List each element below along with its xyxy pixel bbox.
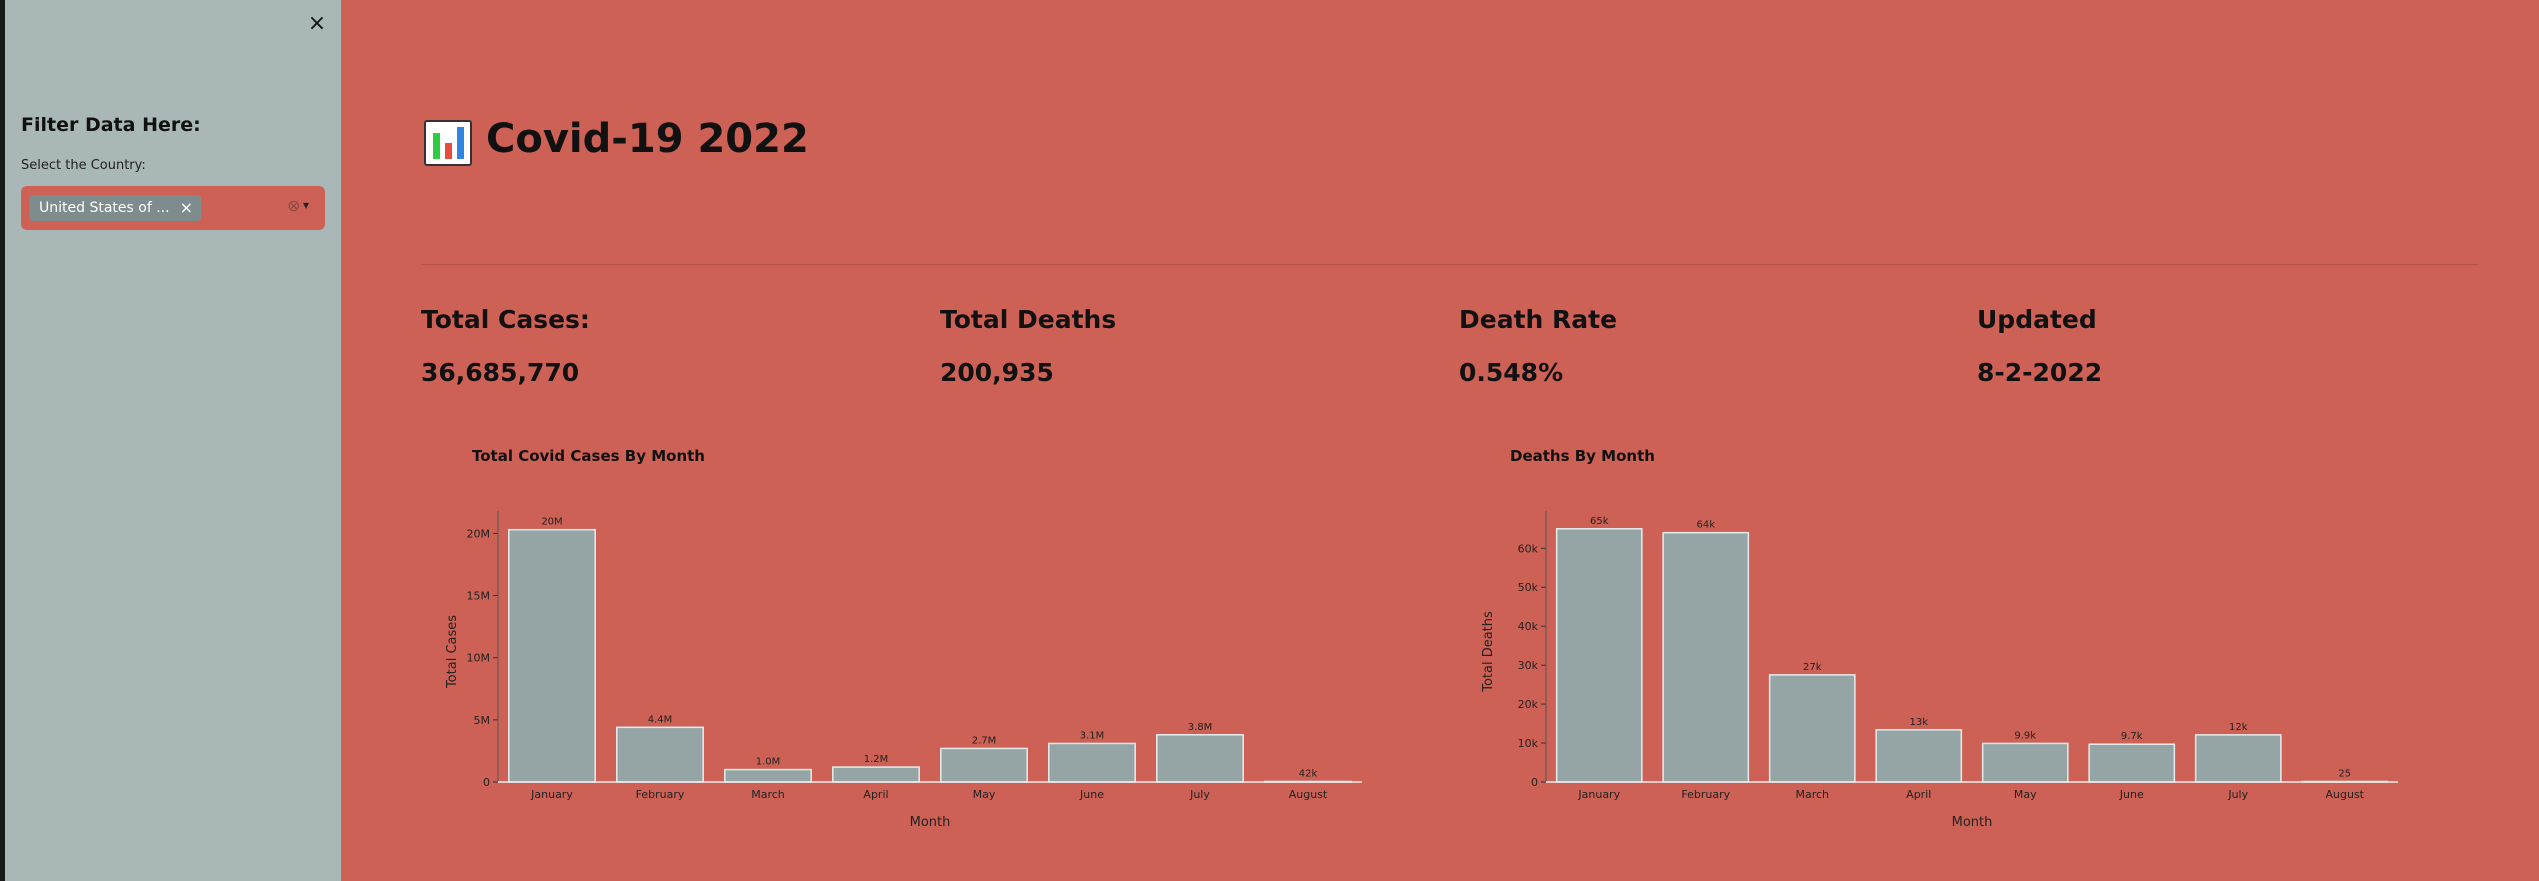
bar-data-label: 1.0M — [756, 757, 781, 768]
y-tick-label: 60k — [1518, 542, 1539, 555]
x-tick-label: April — [863, 788, 888, 801]
bar-data-label: 3.8M — [1188, 722, 1213, 733]
y-tick-label: 10k — [1518, 737, 1539, 750]
y-tick-label: 40k — [1518, 620, 1539, 633]
bar-may — [940, 747, 1028, 783]
bar-april — [1875, 729, 1963, 783]
filter-title: Filter Data Here: — [21, 114, 201, 136]
clear-selection-icon[interactable]: ⊗ — [287, 196, 301, 215]
metric-value: 0.548% — [1459, 358, 1564, 387]
metric-value: 8-2-2022 — [1977, 358, 2103, 387]
bar-data-label: 9.7k — [2121, 731, 2143, 742]
metric-updated: Updated 8-2-2022 — [1977, 305, 2102, 387]
y-tick-label: 0 — [1531, 776, 1538, 789]
cases-by-month-chart: Total Covid Cases By Month 0 5M 10M 15M 20M 20… — [445, 447, 1362, 830]
metric-label: Total Cases: — [421, 305, 590, 334]
metric-total-deaths: Total Deaths 200,935 — [940, 305, 1116, 387]
x-tick-label: July — [1189, 788, 1210, 801]
bar-chart-icon — [424, 120, 472, 166]
selected-country-text: United States of ... — [39, 200, 170, 216]
bar-data-label: 42k — [1299, 768, 1318, 779]
y-tick-label: 5M — [474, 714, 491, 727]
bar-data-label: 1.2M — [864, 754, 889, 765]
bar-may — [1981, 742, 2069, 783]
metric-label: Updated — [1977, 305, 2097, 334]
x-tick-label: January — [1577, 788, 1620, 801]
metric-label: Death Rate — [1459, 305, 1618, 334]
x-tick-label: August — [2326, 788, 2365, 801]
close-sidebar-button[interactable]: × — [305, 12, 329, 36]
x-tick-label: February — [636, 788, 685, 801]
x-axis-title: Month — [910, 815, 951, 830]
y-tick-label: 20M — [467, 527, 491, 540]
page-title: Covid-19 2022 — [486, 116, 809, 162]
chevron-down-icon[interactable]: ▾ — [303, 198, 310, 212]
bar-july — [1156, 734, 1244, 783]
metric-value: 36,685,770 — [421, 358, 580, 387]
bar-data-label: 13k — [1909, 717, 1928, 728]
metric-value: 200,935 — [940, 358, 1054, 387]
chart-title: Total Covid Cases By Month — [472, 447, 705, 465]
x-tick-label: June — [1079, 788, 1104, 801]
bar-june — [2088, 743, 2176, 783]
bar-july — [2194, 734, 2282, 783]
bar-data-label: 25 — [2338, 769, 2351, 780]
bar-data-label: 2.7M — [972, 735, 997, 746]
bar-february — [1662, 531, 1750, 783]
x-tick-label: June — [2119, 788, 2144, 801]
bar-data-label: 27k — [1803, 662, 1822, 673]
metric-label: Total Deaths — [940, 305, 1117, 334]
x-tick-label: March — [751, 788, 785, 801]
selected-country-tag: United States of ... × — [29, 195, 201, 221]
metric-total-cases: Total Cases: 36,685,770 — [421, 305, 590, 387]
window-edge — [0, 0, 5, 881]
x-tick-label: July — [2227, 788, 2248, 801]
deaths-by-month-chart: Deaths By Month 0 10k 20k 30k 40k 50k 60k 65k Jan… — [1481, 447, 2398, 830]
bar-data-label: 9.9k — [2014, 730, 2036, 741]
bar-data-label: 64k — [1696, 520, 1715, 531]
bar-april — [832, 766, 920, 783]
x-tick-label: May — [973, 788, 996, 801]
bar-data-label: 65k — [1590, 516, 1609, 527]
bar-march — [1768, 674, 1856, 783]
sidebar: × Filter Data Here: Select the Country: … — [5, 0, 341, 881]
country-select-label: Select the Country: — [21, 158, 146, 173]
x-tick-label: August — [1289, 788, 1328, 801]
y-tick-label: 15M — [467, 590, 491, 603]
y-tick-label: 0 — [483, 776, 490, 789]
chart-title: Deaths By Month — [1510, 447, 1655, 465]
y-tick-label: 50k — [1518, 581, 1539, 594]
bar-february — [616, 726, 704, 783]
bar-june — [1048, 742, 1136, 783]
x-axis-title: Month — [1952, 815, 1993, 830]
bar-march — [724, 768, 812, 783]
y-axis-title: Total Cases — [445, 615, 460, 689]
metric-death-rate: Death Rate 0.548% — [1459, 305, 1617, 387]
close-icon: × — [307, 11, 327, 36]
x-tick-label: April — [1906, 788, 1931, 801]
y-tick-label: 20k — [1518, 698, 1539, 711]
bar-data-label: 4.4M — [648, 714, 673, 725]
y-axis-title: Total Deaths — [1481, 611, 1496, 693]
remove-country-icon[interactable]: × — [179, 198, 193, 217]
bar-january — [508, 528, 596, 783]
x-tick-label: May — [2014, 788, 2037, 801]
y-tick-label: 30k — [1518, 659, 1539, 672]
divider — [421, 264, 2479, 265]
x-tick-label: January — [530, 788, 573, 801]
bar-january — [1555, 528, 1643, 783]
x-tick-label: February — [1681, 788, 1730, 801]
y-tick-label: 10M — [467, 652, 491, 665]
bar-data-label: 20M — [541, 517, 562, 528]
bar-data-label: 3.1M — [1080, 730, 1105, 741]
country-multiselect[interactable]: United States of ... × ⊗ ▾ — [21, 186, 325, 230]
bar-data-label: 12k — [2229, 722, 2248, 733]
x-tick-label: March — [1795, 788, 1829, 801]
